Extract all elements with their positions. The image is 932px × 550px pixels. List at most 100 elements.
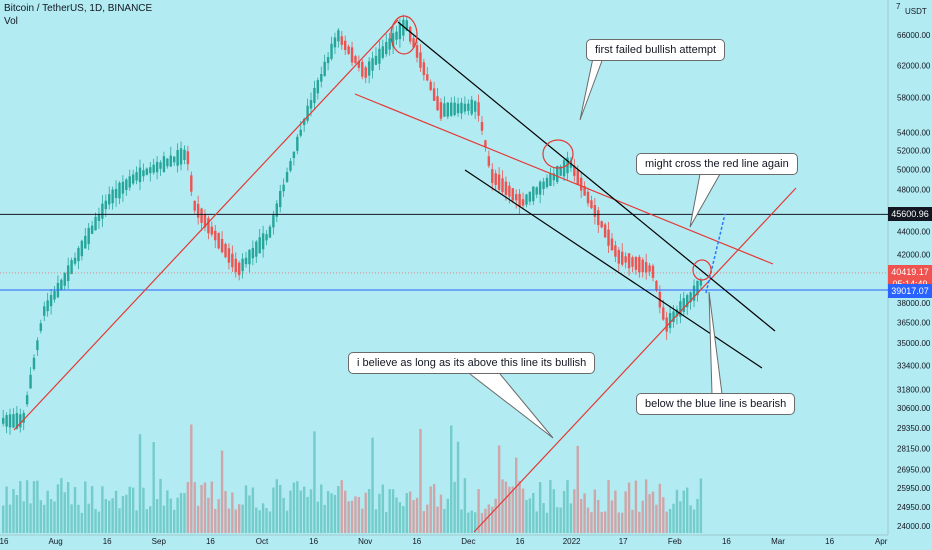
volume-bar (43, 504, 46, 533)
volume-bar (583, 493, 586, 533)
candle-body (586, 191, 590, 204)
volume-bar (320, 484, 323, 533)
candle-body (662, 307, 665, 320)
volume-bar (25, 480, 29, 533)
candle-body (648, 265, 651, 272)
volume-bar (597, 499, 600, 533)
volume-bar (145, 509, 149, 533)
volume-bar (149, 506, 152, 533)
volume-bar (224, 491, 227, 533)
candle-body (46, 300, 49, 312)
trendline-support-red (473, 187, 797, 533)
candle-body (309, 100, 313, 109)
candle-body (166, 158, 169, 167)
candle-body (19, 414, 22, 428)
volume-bar (210, 481, 214, 533)
volume-bar (535, 511, 538, 533)
candle-body (391, 33, 395, 47)
candle-body (641, 259, 644, 273)
candle-body (450, 102, 453, 116)
volume-bar (374, 509, 378, 533)
volume-bar (292, 482, 296, 533)
volume-bar (692, 509, 696, 533)
volume-bar (467, 512, 470, 533)
volume-bar (56, 484, 60, 533)
volume-bar (282, 497, 285, 533)
candle-body (121, 181, 125, 194)
candle-body (689, 292, 692, 303)
candle-body (285, 171, 289, 182)
volume-bar (323, 504, 326, 533)
candle-body (672, 311, 675, 322)
volume-bar (453, 481, 456, 533)
candle-body (313, 87, 316, 104)
candle-body (241, 258, 244, 272)
candle-body (125, 179, 128, 191)
volume-bar (542, 503, 545, 533)
volume-bar (337, 485, 340, 533)
y-tick-label-22: 24000.00 (897, 522, 931, 531)
candle-body (617, 250, 620, 264)
volume-bar (603, 511, 607, 533)
candle-body (600, 221, 603, 228)
volume-bar (84, 481, 87, 533)
candle-body (66, 265, 70, 282)
candle-body (528, 191, 532, 202)
volume-bar (340, 480, 343, 533)
candle-body (347, 46, 350, 54)
candle-body (429, 81, 432, 91)
callout-failed-attempt: first failed bullish attempt (586, 39, 726, 61)
x-tick-label-14: 16 (722, 537, 731, 546)
y-tick-label-17: 29350.00 (897, 424, 931, 433)
volume-bar (94, 509, 97, 533)
volume-bar (477, 489, 480, 533)
candle-body (501, 178, 504, 193)
volume-bar (631, 509, 634, 533)
candle-body (443, 103, 446, 117)
volume-bar (391, 489, 395, 533)
volume-bar (244, 485, 248, 533)
volume-bar (562, 490, 566, 533)
x-tick-label-5: Oct (256, 537, 269, 546)
volume-bar (128, 486, 131, 533)
volume-bar (138, 434, 142, 533)
x-tick-label-7: Nov (358, 537, 372, 546)
candle-body (108, 194, 111, 205)
volume-bar (217, 499, 220, 533)
candle-body (114, 188, 118, 199)
candle-body (320, 74, 323, 82)
volume-bar (511, 486, 514, 533)
volume-bar (610, 500, 614, 533)
candle-body (590, 200, 593, 209)
candle-body (279, 191, 282, 208)
volume-bar (648, 494, 651, 533)
y-tick-label-0: 66000.00 (897, 31, 931, 40)
candle-body (302, 118, 306, 126)
volume-bar (484, 508, 487, 533)
volume-bar (593, 489, 597, 533)
candle-body (388, 38, 391, 50)
volume-bar (8, 504, 12, 533)
volume-bar (607, 479, 610, 533)
volume-bar (658, 483, 662, 533)
candle-body (306, 105, 309, 121)
volume-bar (227, 508, 231, 533)
volume-bar (162, 505, 166, 533)
candle-body (357, 61, 361, 68)
x-tick-label-15: Mar (771, 537, 785, 546)
volume-bar (66, 482, 70, 533)
candle-body (398, 24, 402, 40)
candle-body (484, 140, 487, 148)
current-circle-marker (692, 259, 712, 281)
volume-bar (258, 510, 261, 533)
candle-body (333, 37, 337, 48)
candle-body (255, 241, 258, 257)
volume-bar (241, 504, 244, 533)
candle-body (621, 251, 624, 265)
volume-bar (326, 491, 330, 533)
callout-pointer-above (469, 373, 554, 439)
candle-body (265, 234, 268, 241)
candle-body (159, 162, 162, 169)
candle-body (49, 294, 53, 307)
